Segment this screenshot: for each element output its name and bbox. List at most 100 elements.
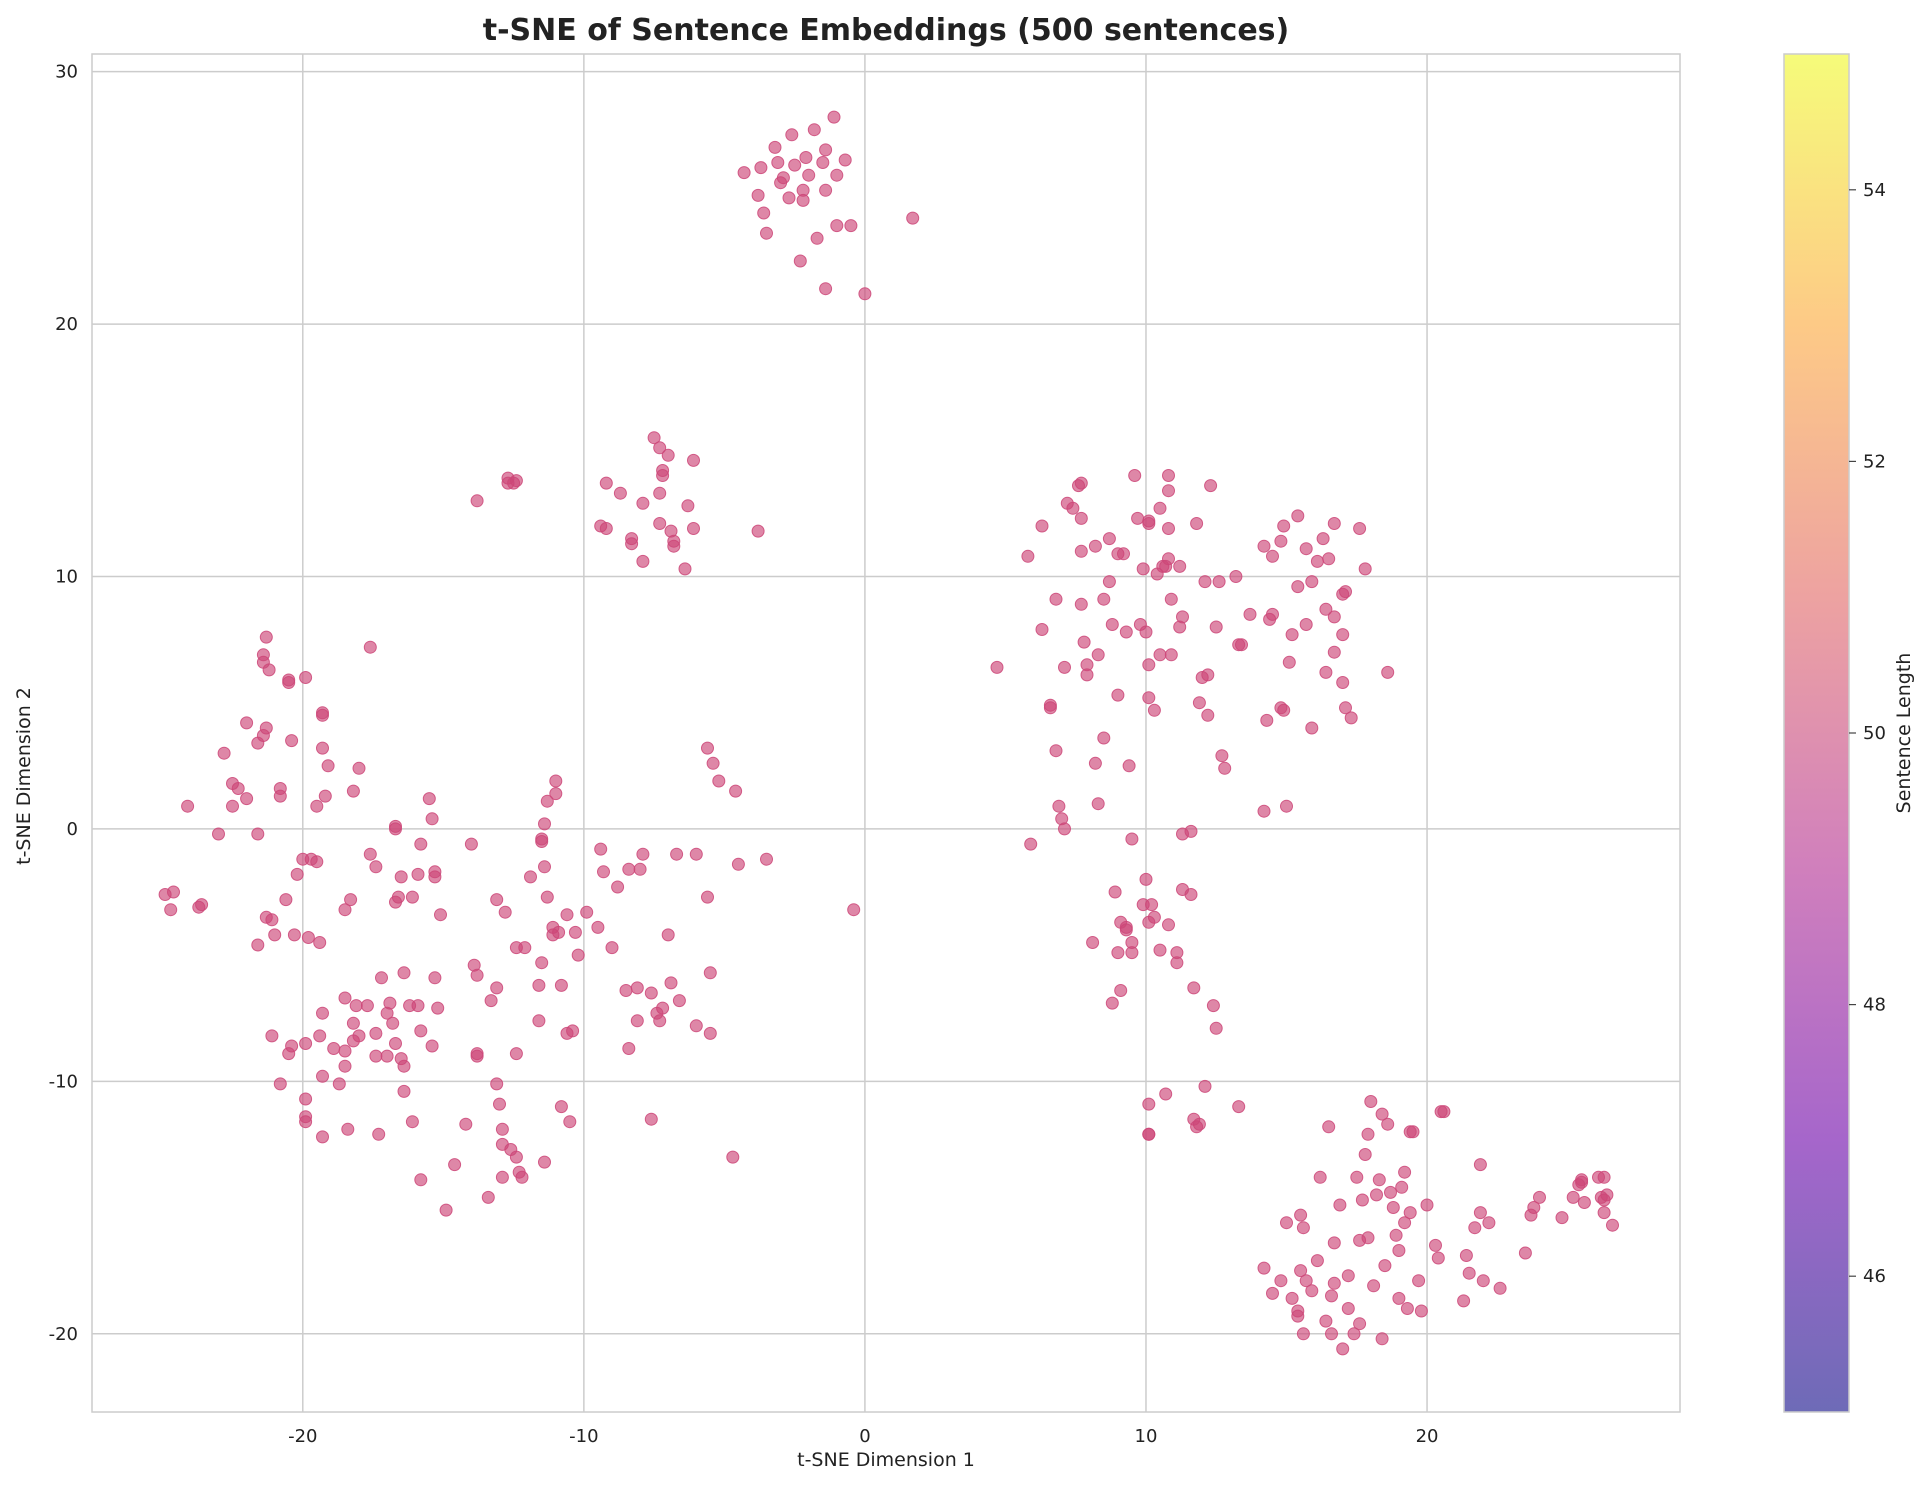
scatter-point — [1277, 519, 1291, 533]
y-tick-label: 20 — [55, 314, 78, 335]
scatter-point — [1232, 1100, 1246, 1114]
scatter-point — [1341, 1302, 1355, 1315]
scatter-point — [375, 971, 388, 985]
scatter-point — [1310, 554, 1324, 568]
scatter-point — [1457, 1294, 1471, 1308]
scatter-point — [636, 496, 650, 510]
scatter-point — [1518, 1246, 1532, 1260]
scatter-point — [1122, 759, 1136, 773]
scatter-point — [858, 287, 872, 301]
scatter-point — [1336, 1342, 1350, 1356]
scatter-point — [782, 191, 796, 205]
scatter-point — [1375, 1107, 1389, 1121]
scatter-point — [1088, 539, 1102, 553]
scatter-point — [1136, 562, 1150, 576]
scatter-point — [1392, 1244, 1406, 1257]
scatter-point — [751, 524, 765, 538]
scatter-point — [363, 640, 377, 654]
scatter-point — [1162, 469, 1175, 482]
colorbar-tick-label: 52 — [1863, 451, 1886, 472]
scatter-point — [653, 517, 667, 530]
scatter-point — [1102, 575, 1116, 589]
scatter-point — [1142, 1097, 1156, 1111]
scatter-point — [313, 936, 327, 949]
scatter-point — [1153, 648, 1167, 662]
y-tick-label: 0 — [67, 819, 78, 840]
scatter-point — [1212, 575, 1226, 589]
scatter-point — [1052, 799, 1066, 813]
scatter-point — [1577, 1196, 1591, 1209]
scatter-point — [1187, 981, 1201, 995]
scatter-point — [1162, 552, 1175, 566]
scatter-point — [847, 903, 861, 917]
scatter-point — [774, 176, 788, 190]
scatter-point — [1266, 607, 1279, 621]
scatter-point — [431, 1001, 445, 1015]
scatter-point — [1400, 1302, 1414, 1315]
scatter-point — [1142, 658, 1156, 672]
scatter-point — [299, 1115, 313, 1129]
scatter-point — [344, 893, 358, 907]
scatter-point — [535, 835, 549, 848]
scatter-point — [1086, 936, 1100, 949]
scatter-point — [1142, 514, 1156, 528]
scatter-point — [1372, 1173, 1386, 1187]
scatter-point — [251, 938, 265, 952]
scatter-point — [332, 1077, 346, 1091]
scatter-point — [1339, 701, 1352, 715]
scatter-point — [1327, 1236, 1341, 1250]
scatter-point — [470, 1047, 484, 1061]
scatter-point — [1319, 665, 1333, 679]
scatter-point — [1476, 1274, 1490, 1288]
scatter-point — [1291, 580, 1305, 594]
scatter-point — [636, 847, 650, 861]
scatter-point — [470, 494, 484, 508]
scatter-point — [549, 774, 563, 788]
scatter-point — [414, 1173, 428, 1187]
scatter-point — [369, 1026, 383, 1040]
scatter-point — [1142, 1127, 1156, 1141]
scatter-point — [1108, 885, 1122, 899]
scatter-point — [672, 994, 686, 1008]
scatter-point — [251, 827, 265, 841]
scatter-point — [1128, 469, 1142, 482]
scatter-point — [1291, 509, 1305, 523]
scatter-point — [1353, 1317, 1367, 1331]
scatter-point — [1398, 1216, 1412, 1230]
scatter-point — [1296, 1327, 1310, 1341]
scatter-point — [509, 474, 523, 488]
scatter-point — [1260, 713, 1274, 727]
scatter-point — [768, 140, 782, 154]
scatter-point — [1117, 547, 1130, 561]
scatter-point — [282, 1047, 296, 1061]
scatter-point — [1406, 1125, 1420, 1139]
x-tick-label: -20 — [288, 1426, 317, 1447]
scatter-point — [664, 976, 678, 990]
colorbar-tick-label: 46 — [1863, 1266, 1886, 1287]
scatter-point — [816, 156, 830, 169]
scatter-point — [1296, 1221, 1310, 1235]
points-layer — [158, 110, 1619, 1356]
scatter-point — [678, 562, 692, 576]
y-tick-label: -10 — [49, 1071, 78, 1092]
scatter-point — [1375, 1332, 1389, 1346]
scatter-point — [1493, 1281, 1507, 1295]
scatter-point — [397, 1084, 411, 1098]
scatter-point — [327, 1042, 341, 1055]
scatter-point — [1350, 1170, 1364, 1184]
scatter-point — [372, 1127, 386, 1141]
scatter-point — [1606, 1218, 1619, 1232]
scatter-point — [1386, 1201, 1400, 1214]
scatter-point — [1105, 996, 1119, 1010]
scatter-point — [495, 1122, 509, 1136]
scatter-point — [397, 966, 411, 980]
y-axis-label: t-SNE Dimension 2 — [13, 687, 35, 865]
scatter-point — [425, 1039, 439, 1053]
scatter-point — [1153, 501, 1167, 515]
scatter-point — [1395, 1180, 1409, 1194]
scatter-point — [1291, 1304, 1305, 1318]
scatter-point — [1431, 1251, 1445, 1265]
scatter-point — [1361, 1231, 1375, 1245]
scatter-point — [448, 1158, 462, 1172]
scatter-point — [1322, 1120, 1336, 1134]
